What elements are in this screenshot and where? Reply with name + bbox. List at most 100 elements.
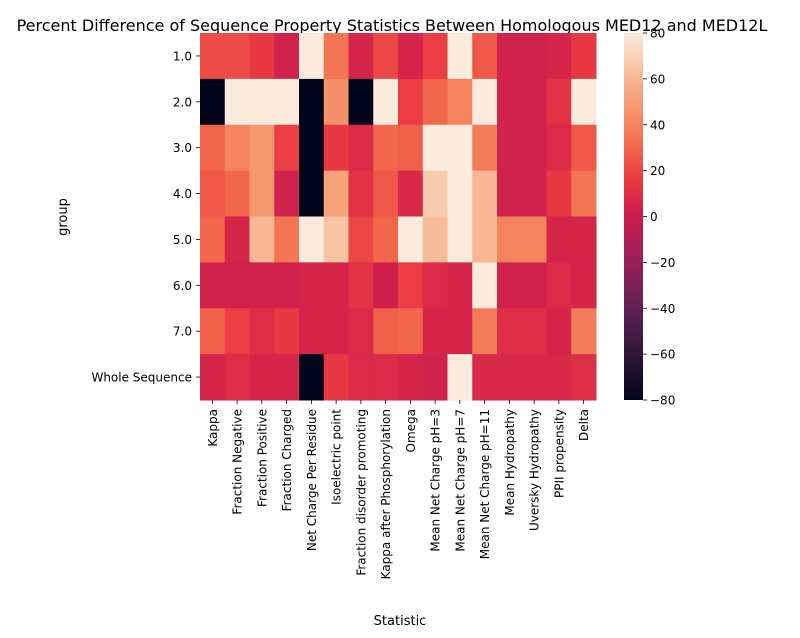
heatmap-cell bbox=[299, 170, 325, 217]
colorbar-tick-label: −60 bbox=[650, 348, 675, 362]
y-tick-label: 4.0 bbox=[173, 187, 192, 201]
heatmap-cell bbox=[521, 78, 547, 126]
heatmap-cell bbox=[348, 216, 374, 263]
heatmap-cell bbox=[323, 170, 349, 217]
heatmap-cell bbox=[447, 33, 473, 80]
heatmap-cell bbox=[447, 78, 473, 126]
heatmap-cell bbox=[299, 262, 325, 309]
heatmap-cell bbox=[546, 262, 572, 309]
heatmap-cell bbox=[274, 308, 300, 355]
heatmap-cell bbox=[398, 216, 424, 263]
heatmap-cell bbox=[422, 308, 448, 355]
y-axis-label: group bbox=[56, 198, 71, 236]
heatmap-cell bbox=[249, 33, 275, 80]
x-tick-label: Delta bbox=[577, 409, 591, 441]
heatmap-cell bbox=[398, 262, 424, 309]
heatmap-cell bbox=[472, 33, 498, 80]
heatmap-cell bbox=[447, 216, 473, 263]
heatmap-cell bbox=[447, 170, 473, 217]
heatmap-cell bbox=[447, 262, 473, 309]
heatmap-cell bbox=[398, 308, 424, 355]
heatmap-cell bbox=[472, 170, 498, 217]
heatmap-cell bbox=[348, 170, 374, 217]
heatmap-cell bbox=[546, 354, 572, 401]
colorbar-tick-label: −20 bbox=[650, 256, 675, 270]
heatmap-cell bbox=[224, 33, 250, 80]
heatmap-cell bbox=[571, 124, 597, 172]
x-tick-label: Uversky Hydropathy bbox=[528, 409, 542, 531]
heatmap-cell bbox=[249, 308, 275, 355]
heatmap-cell bbox=[348, 262, 374, 309]
heatmap-cell bbox=[521, 170, 547, 217]
heatmap-cell bbox=[274, 354, 300, 401]
heatmap-cell bbox=[224, 78, 250, 126]
x-tick-label: Kappa after Phosphorylation bbox=[379, 409, 393, 579]
heatmap-cell bbox=[323, 216, 349, 263]
y-tick-label: 7.0 bbox=[173, 325, 192, 339]
heatmap-cell bbox=[447, 124, 473, 172]
heatmap-cell bbox=[472, 354, 498, 401]
heatmap-cell bbox=[546, 33, 572, 80]
heatmap-cell bbox=[224, 354, 250, 401]
x-tick-label: Mean Net Charge pH=3 bbox=[429, 409, 443, 552]
heatmap-cell bbox=[472, 124, 498, 172]
heatmap-cell bbox=[249, 354, 275, 401]
heatmap-cell bbox=[398, 170, 424, 217]
heatmap-cell bbox=[497, 216, 523, 263]
heatmap-cell bbox=[299, 124, 325, 172]
heatmap-cell bbox=[546, 216, 572, 263]
colorbar-tick-label: 60 bbox=[650, 72, 665, 86]
heatmap-cell bbox=[249, 124, 275, 172]
x-tick-label: Fraction Positive bbox=[255, 409, 269, 507]
heatmap-cell bbox=[348, 308, 374, 355]
heatmap-cell bbox=[299, 33, 325, 80]
heatmap-cell bbox=[200, 78, 226, 126]
x-tick-label: PPII propensity bbox=[552, 409, 566, 498]
heatmap-cell bbox=[422, 33, 448, 80]
heatmap-cell bbox=[398, 124, 424, 172]
y-tick-label: 1.0 bbox=[173, 49, 192, 63]
heatmap-cell bbox=[447, 308, 473, 355]
heatmap-cell bbox=[472, 216, 498, 263]
heatmap-cell bbox=[274, 216, 300, 263]
y-axis-ticks: 1.0 2.0 3.0 4.0 5.0 6.0 7.0 Whole Sequence bbox=[91, 49, 200, 385]
heatmap-cell bbox=[200, 354, 226, 401]
x-tick-label: Fraction Negative bbox=[231, 409, 245, 515]
heatmap-cell bbox=[422, 170, 448, 217]
heatmap-cell bbox=[521, 124, 547, 172]
colorbar-tick-label: −40 bbox=[650, 302, 675, 316]
heatmap-cell bbox=[546, 308, 572, 355]
x-axis-label: Statistic bbox=[374, 614, 427, 629]
heatmap-cell bbox=[299, 216, 325, 263]
x-tick-label: Mean Net Charge pH=7 bbox=[453, 409, 467, 552]
heatmap-cell bbox=[398, 354, 424, 401]
colorbar bbox=[624, 33, 643, 400]
heatmap-cell bbox=[472, 78, 498, 126]
y-tick-label: Whole Sequence bbox=[91, 371, 192, 385]
heatmap-cell bbox=[299, 354, 325, 401]
heatmap-cell bbox=[497, 170, 523, 217]
heatmap-cell bbox=[323, 262, 349, 309]
heatmap-cell bbox=[200, 170, 226, 217]
heatmap-cell bbox=[398, 33, 424, 80]
heatmap-cell bbox=[422, 262, 448, 309]
heatmap-cell bbox=[546, 124, 572, 172]
heatmap-cell bbox=[373, 262, 399, 309]
heatmap-cell bbox=[497, 33, 523, 80]
heatmap-cell bbox=[274, 78, 300, 126]
x-tick-label: Omega bbox=[404, 409, 418, 453]
x-tick-label: Net Charge Per Residue bbox=[305, 409, 319, 551]
colorbar-tick-label: 0 bbox=[650, 210, 658, 224]
x-tick-label: Mean Net Charge pH=11 bbox=[478, 409, 492, 559]
x-tick-label: Kappa bbox=[206, 409, 220, 447]
heatmap-cell bbox=[521, 33, 547, 80]
heatmap-cell bbox=[323, 124, 349, 172]
heatmap-cell bbox=[224, 170, 250, 217]
y-tick-label: 6.0 bbox=[173, 279, 192, 293]
heatmap-cell bbox=[200, 124, 226, 172]
heatmap-cell bbox=[546, 170, 572, 217]
heatmap-cell bbox=[571, 308, 597, 355]
heatmap-cell bbox=[521, 216, 547, 263]
heatmap-cell bbox=[521, 262, 547, 309]
colorbar-tick-label: 80 bbox=[650, 27, 665, 41]
